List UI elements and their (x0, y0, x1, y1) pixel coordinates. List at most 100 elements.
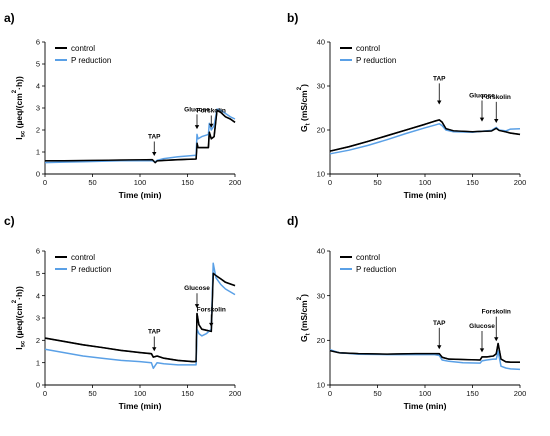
y-axis-title-part: sc (21, 130, 27, 137)
x-tick-label: 200 (514, 178, 527, 187)
y-tick-label: 20 (317, 336, 325, 345)
annotation-label: Glucose (184, 106, 210, 113)
annotation-arrowhead (437, 100, 442, 105)
y-tick-label: 30 (317, 291, 325, 300)
y-tick-label: 40 (317, 247, 325, 256)
legend-label: P reduction (71, 265, 111, 274)
y-tick-label: 6 (36, 247, 40, 256)
legend-label: P reduction (356, 265, 396, 274)
y-tick-label: 6 (36, 38, 40, 47)
annotation-arrowhead (479, 348, 485, 353)
legend-label: control (71, 253, 95, 262)
legend-label: P reduction (71, 56, 111, 65)
panel-label: d) (287, 214, 298, 228)
x-tick-label: 100 (419, 178, 432, 187)
x-tick-label: 0 (328, 389, 332, 398)
series-line-control-overlay (329, 119, 521, 152)
annotation-label: Forskolin (482, 94, 511, 101)
annotation-label: Forskolin (482, 309, 511, 316)
annotation-label: TAP (433, 320, 446, 327)
annotation-label: Glucose (184, 285, 210, 292)
annotation-label: Glucose (469, 93, 495, 100)
y-tick-label: 4 (36, 291, 40, 300)
panel-a: a) 0 1 2 3 4 5 6 0 50 100 150 200 Time (min) Isc (µeq/… (4, 11, 241, 200)
y-axis-title-part: (mS/cm (299, 300, 309, 334)
series-line-control-overlay (329, 342, 520, 363)
y-axis-title: Isc (µeq/(cm2·h)) (12, 286, 27, 350)
panel-label: c) (4, 214, 15, 228)
y-tick-label: 2 (36, 336, 40, 345)
legend: control P reduction (340, 44, 396, 65)
x-tick-label: 100 (134, 389, 147, 398)
x-tick-label: 100 (419, 389, 432, 398)
panel-b: b) 10 20 30 40 0 50 100 150 200 Time (min) Gt (mS/c… (287, 11, 526, 200)
legend-label: control (356, 44, 380, 53)
y-axis-title-part: G (299, 335, 309, 342)
y-axis-title-part: ) (299, 294, 309, 297)
x-tick-label: 100 (134, 178, 147, 187)
y-tick-label: 1 (36, 358, 40, 367)
annotation-arrowhead (152, 347, 157, 352)
y-axis-title-part: 2 (12, 299, 18, 303)
annotation-arrowhead (437, 345, 442, 350)
x-tick-label: 50 (88, 389, 96, 398)
panel-d: d) 10 20 30 40 0 50 100 150 200 Time (min) Gt (mS/c… (287, 214, 526, 411)
series-line-control-overlay (44, 272, 236, 363)
y-axis-title-part: ) (299, 84, 309, 87)
y-axis-title-part: 2 (12, 89, 18, 93)
y-axis-title-part: ·h)) (14, 76, 24, 90)
annotation-label: Forskolin (197, 306, 226, 313)
y-tick-label: 10 (317, 381, 325, 390)
annotation-label: TAP (148, 134, 161, 141)
legend: control P reduction (55, 253, 111, 274)
y-tick-label: 30 (317, 82, 325, 91)
annotation-arrowhead (194, 304, 200, 309)
x-tick-label: 0 (43, 178, 47, 187)
annotation-label: Glucose (469, 323, 495, 330)
y-axis-title-part: ·h)) (14, 286, 24, 300)
annotation-arrowhead (494, 337, 499, 342)
y-tick-label: 0 (36, 381, 40, 390)
panel-label: b) (287, 11, 298, 25)
y-axis-title-part: (mS/cm (299, 90, 309, 124)
y-tick-label: 40 (317, 38, 325, 47)
y-tick-label: 10 (317, 170, 325, 179)
series-line-p-reduction (44, 108, 236, 164)
series-line-p-reduction (329, 123, 521, 155)
x-tick-label: 50 (373, 178, 381, 187)
y-axis-title: Gt (mS/cm2) (297, 294, 312, 342)
panel-c: c) 0 1 2 3 4 5 6 0 50 100 150 200 Time (min) Isc (µeq/… (4, 214, 241, 411)
x-tick-label: 50 (88, 178, 96, 187)
x-tick-label: 150 (466, 389, 479, 398)
y-tick-label: 20 (317, 126, 325, 135)
y-axis-title-part: 2 (297, 296, 303, 300)
y-axis-title-part: G (299, 125, 309, 132)
y-axis-title-part: I (14, 137, 24, 139)
y-axis-title-part: (µeq/(cm (14, 303, 24, 341)
annotation-arrowhead (494, 118, 499, 123)
panel-label: a) (4, 11, 15, 25)
y-axis-title-part: t (306, 123, 312, 125)
x-tick-label: 150 (466, 178, 479, 187)
annotation-arrowhead (479, 117, 485, 122)
x-tick-label: 50 (373, 389, 381, 398)
series-line-control (45, 109, 236, 164)
y-tick-label: 4 (36, 82, 40, 91)
x-tick-label: 0 (328, 178, 332, 187)
x-axis-title: Time (min) (404, 401, 447, 411)
y-tick-label: 3 (36, 314, 40, 323)
legend: control P reduction (340, 253, 396, 274)
x-axis-title: Time (min) (404, 190, 447, 200)
x-tick-label: 200 (229, 389, 242, 398)
x-tick-label: 150 (181, 178, 194, 187)
x-tick-label: 0 (43, 389, 47, 398)
y-axis-title-part: 2 (297, 86, 303, 90)
annotation-label: TAP (148, 328, 161, 335)
legend-label: P reduction (356, 56, 396, 65)
x-axis-title: Time (min) (119, 401, 162, 411)
x-tick-label: 150 (181, 389, 194, 398)
series-line-control-overlay (45, 109, 236, 164)
annotation-arrowhead (209, 322, 214, 327)
y-axis-title: Isc (µeq/(cm2·h)) (12, 76, 27, 140)
